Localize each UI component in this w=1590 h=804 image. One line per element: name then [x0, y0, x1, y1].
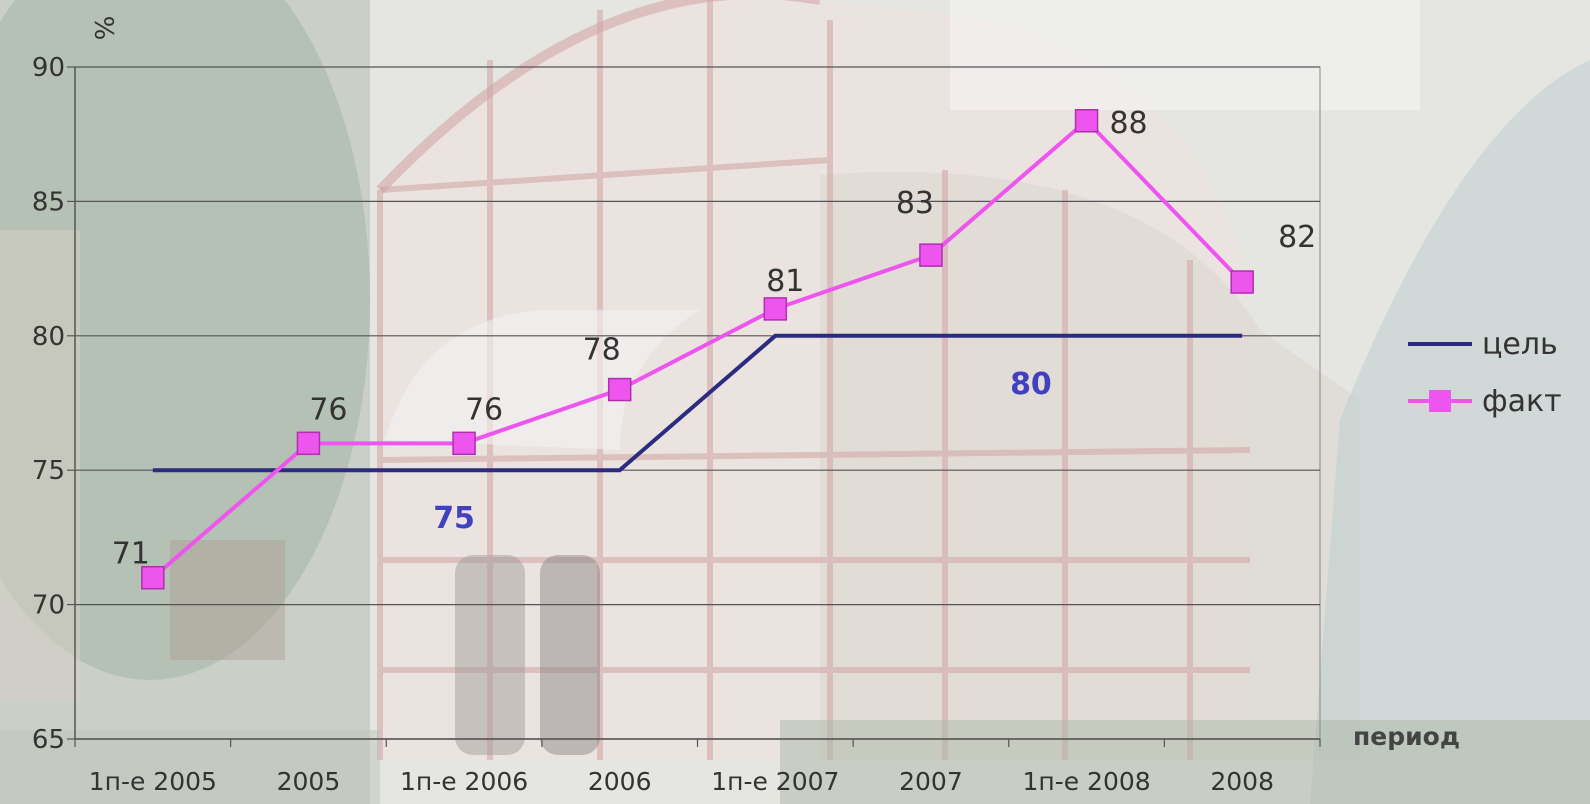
data-label: 78 — [583, 333, 621, 368]
x-tick-label: 2005 — [277, 767, 341, 796]
data-point-факт — [1230, 270, 1254, 294]
legend: цель факт — [1408, 327, 1562, 419]
data-point-факт — [141, 565, 165, 590]
y-tick-label: 70 — [32, 591, 65, 621]
series-line-факт — [151, 118, 1244, 580]
legend-label: цель — [1482, 327, 1558, 362]
data-label: 81 — [766, 264, 804, 299]
data-label: 76 — [309, 392, 347, 427]
x-axis: 1п-е 2005 2005 1п-е 2006 2006 1п-е 2007 2007 1… — [74, 738, 1321, 796]
y-tick-label: 65 — [32, 725, 65, 755]
data-point-факт — [607, 377, 632, 402]
y-axis-title: % — [88, 16, 118, 41]
data-point-факт — [1074, 109, 1099, 133]
x-axis-title: период — [1353, 722, 1460, 751]
data-label: 88 — [1109, 106, 1147, 141]
x-tick-label: 1п-е 2006 — [400, 767, 528, 796]
data-label: 82 — [1278, 220, 1316, 255]
data-point-факт — [919, 243, 943, 267]
data-point-факт — [452, 431, 476, 456]
x-tick-label: 1п-е 2008 — [1022, 767, 1150, 796]
data-label: 83 — [896, 186, 934, 221]
target-annotation: 80 — [1010, 367, 1052, 402]
data-point-факт — [763, 297, 788, 321]
series-layer — [141, 109, 1254, 590]
target-annotation: 75 — [433, 501, 475, 536]
y-axis: 65 70 75 80 85 90 — [32, 53, 76, 755]
data-label: 71 — [112, 537, 150, 572]
y-tick-label: 85 — [32, 187, 65, 217]
y-tick-label: 80 — [32, 322, 65, 352]
x-tick-label: 1п-е 2007 — [711, 767, 839, 796]
x-tick-label: 1п-е 2005 — [89, 767, 217, 796]
x-tick-label: 2008 — [1210, 767, 1274, 796]
x-tick-label: 2006 — [588, 767, 652, 796]
series-line-цель — [152, 333, 1243, 473]
data-labels: 71 76 76 78 81 83 88 82 75 80 — [112, 106, 1317, 572]
data-point-факт — [296, 431, 321, 456]
y-tick-label: 75 — [32, 456, 65, 486]
x-tick-label: 2007 — [899, 767, 963, 796]
y-tick-label: 90 — [32, 53, 65, 83]
legend-label: факт — [1482, 384, 1562, 419]
legend-marker — [1429, 390, 1451, 412]
data-label: 76 — [465, 392, 503, 427]
